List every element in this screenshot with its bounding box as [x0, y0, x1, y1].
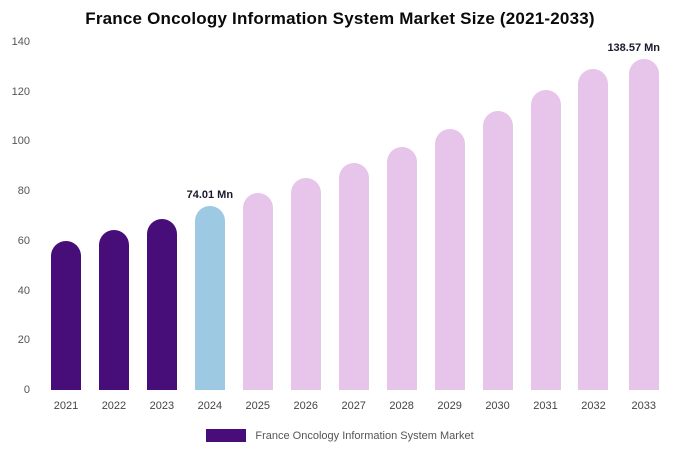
bar-slot: 2028: [378, 42, 426, 412]
x-tick-label: 2021: [53, 400, 79, 412]
y-tick-label: 60: [17, 234, 30, 247]
bar-2031: [530, 90, 561, 390]
x-tick-label: 2030: [485, 400, 510, 412]
bar-slot: 2027: [330, 42, 378, 412]
y-tick-label: 120: [11, 85, 30, 98]
y-tick-label: 0: [23, 384, 30, 396]
x-tick-label: 2023: [149, 400, 175, 412]
x-tick-label: 2025: [245, 400, 271, 412]
bar-2027: [338, 163, 369, 390]
bar-2022: [98, 229, 129, 390]
bar-slot: 2030: [474, 42, 522, 412]
y-tick-label: 140: [11, 36, 30, 48]
x-tick-label: 2028: [389, 400, 414, 412]
y-tick-label: 20: [17, 334, 30, 347]
bar-slot: 138.57 Mn 2033: [607, 42, 670, 412]
x-tick-label: 2031: [533, 400, 558, 412]
x-tick-label: 2027: [341, 400, 366, 412]
bar-2032: [578, 68, 609, 390]
bar-slot: 2032: [569, 42, 617, 412]
bar-slot: 2029: [426, 42, 474, 412]
bar-2025: [242, 192, 273, 390]
y-axis: 0 20 40 60 80 100 120 140: [0, 36, 32, 396]
legend-swatch: [206, 429, 247, 442]
y-tick-label: 80: [17, 185, 30, 198]
bar-value-label: 138.57 Mn: [607, 42, 661, 54]
bar-2023: [146, 218, 177, 390]
bar-2029: [434, 129, 465, 390]
y-tick-label: 40: [17, 284, 30, 297]
x-tick-label: 2033: [631, 400, 656, 412]
bar-slot: 2025: [234, 42, 282, 412]
bar-slot: 2022: [90, 42, 138, 412]
legend-label: France Oncology Information System Marke…: [255, 429, 474, 442]
y-tick-label: 100: [11, 135, 30, 148]
x-tick-label: 2022: [101, 400, 127, 412]
x-tick-label: 2024: [197, 400, 223, 412]
bar-slot: 74.01 Mn 2024: [186, 42, 234, 412]
x-tick-label: 2032: [581, 400, 606, 412]
bar-slot: 2026: [282, 42, 330, 412]
bar-2030: [482, 110, 513, 390]
plot-area: 2021 2022 2023 74.01 Mn 2024 2025 2026 2027 2028…: [38, 42, 674, 412]
bar-2024: [194, 206, 225, 390]
bar-2028: [386, 146, 417, 390]
bar-2026: [290, 178, 321, 390]
legend-item[interactable]: France Oncology Information System Marke…: [0, 429, 680, 442]
x-tick-label: 2026: [293, 400, 318, 412]
bar-slot: 2021: [42, 42, 90, 412]
bar-2021: [50, 240, 81, 390]
x-tick-label: 2029: [437, 400, 462, 412]
chart-title: France Oncology Information System Marke…: [85, 9, 595, 28]
bars: 2021 2022 2023 74.01 Mn 2024 2025 2026 2027 2028…: [38, 42, 674, 412]
bar-slot: 2031: [522, 42, 570, 412]
bar-slot: 2023: [138, 42, 186, 412]
bar-2033: [628, 59, 659, 390]
bar-value-label: 74.01 Mn: [186, 189, 234, 202]
